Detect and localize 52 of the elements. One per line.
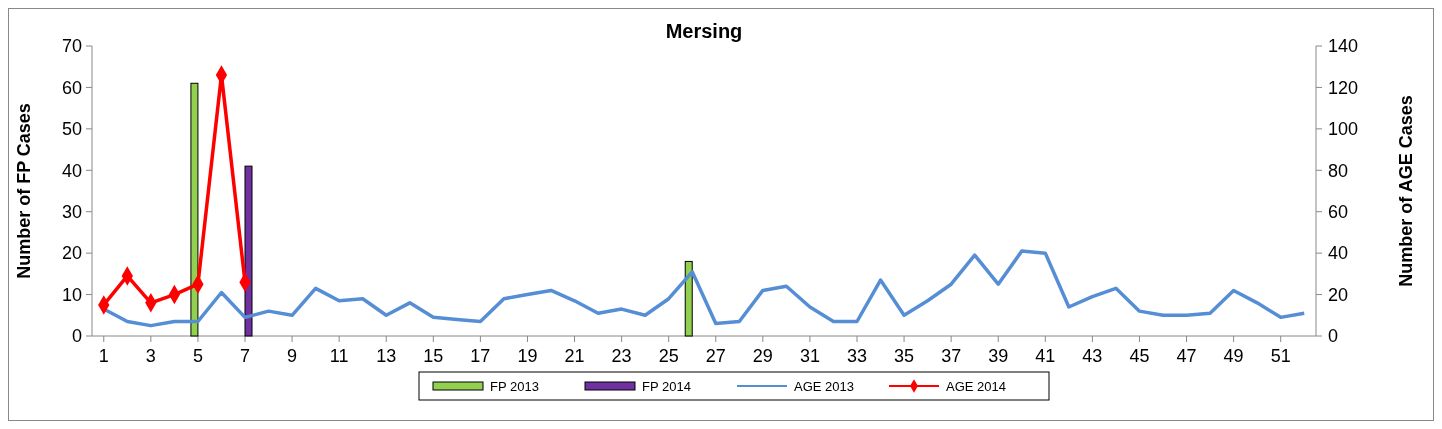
x-tick-label: 37 [941,346,962,366]
x-tick-label: 9 [287,346,298,366]
x-tick-label: 43 [1082,346,1103,366]
x-tick-label: 33 [846,346,868,366]
y2-tick-label: 120 [1328,77,1359,98]
x-tick-label: 45 [1129,346,1150,366]
y2-tick-label: 0 [1328,326,1339,347]
x-tick-label: 5 [192,346,203,366]
y2-tick-label: 40 [1328,243,1349,264]
x-tick-label: 23 [611,346,632,366]
x-tick-label: 35 [894,346,915,366]
chart-title: Mersing [665,20,743,42]
y-tick-label: 0 [71,326,82,347]
y2-tick-label: 60 [1328,202,1349,223]
y-tick-label: 40 [61,160,82,181]
x-tick-label: 39 [988,346,1009,366]
y-tick-label: 70 [61,36,82,57]
x-tick-label: 15 [423,346,444,366]
y-tick-label: 10 [61,284,82,305]
x-tick-label: 21 [564,346,585,366]
legend-label: FP 2014 [642,378,691,394]
x-tick-label: 31 [799,346,820,366]
y2-tick-label: 80 [1328,160,1349,181]
y-tick-label: 50 [61,119,82,140]
x-tick-label: 17 [470,346,491,366]
x-tick-label: 47 [1176,346,1197,366]
x-tick-label: 19 [517,346,538,366]
x-tick-label: 3 [145,346,156,366]
legend-label: FP 2013 [490,378,539,394]
x-tick-label: 13 [376,346,397,366]
y2-tick-label: 20 [1328,284,1349,305]
x-tick-label: 1 [98,346,109,366]
y-tick-label: 60 [61,77,82,98]
y-tick-label: 30 [61,202,82,223]
x-tick-label: 41 [1035,346,1056,366]
legend-label: AGE 2014 [946,378,1006,394]
x-tick-label: 25 [658,346,679,366]
bar [244,165,253,337]
y2-axis-title: Number of AGE Cases [1396,95,1416,287]
y-axis-title: Number of FP Cases [14,103,34,279]
y-tick-label: 20 [61,243,82,264]
x-tick-label: 27 [705,346,726,366]
x-tick-label: 29 [752,346,773,366]
x-tick-label: 51 [1270,346,1291,366]
bar [684,260,693,337]
x-tick-label: 49 [1223,346,1244,366]
bar [190,82,199,337]
x-tick-label: 11 [329,346,349,366]
x-tick-label: 7 [239,346,251,366]
legend-label: AGE 2013 [794,378,854,394]
y2-tick-label: 100 [1328,119,1359,140]
y2-tick-label: 140 [1328,36,1359,57]
